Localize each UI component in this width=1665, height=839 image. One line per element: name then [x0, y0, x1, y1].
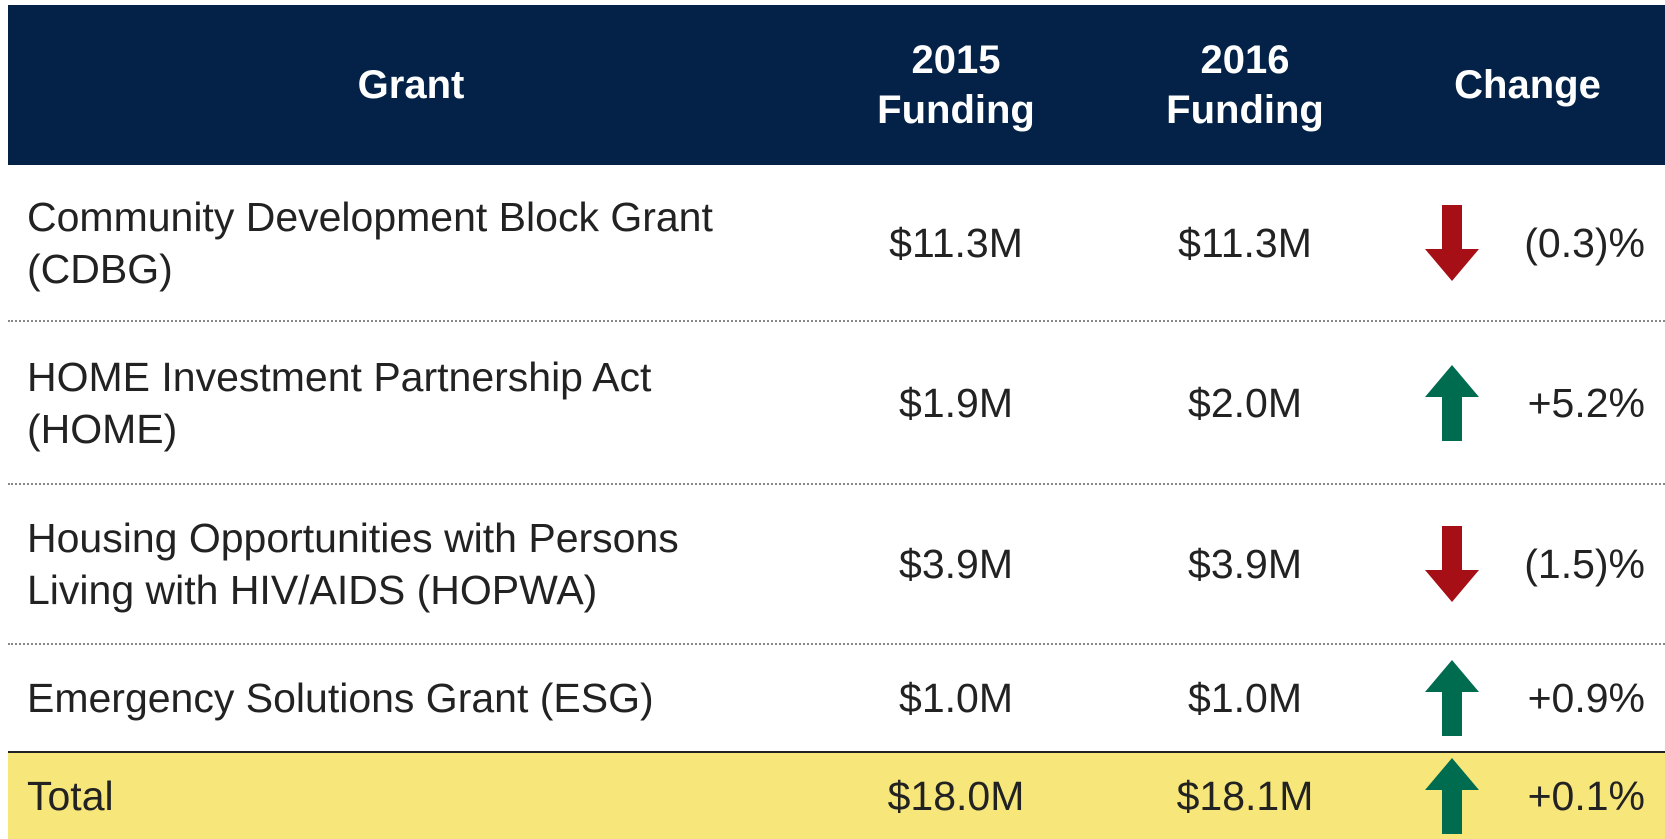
funding-2016: $11.3M — [1178, 219, 1312, 266]
change: (0.3)% — [1524, 219, 1645, 266]
table-row: Housing Opportunities with Persons Livin… — [8, 485, 1665, 645]
grant: Total — [27, 773, 114, 819]
change: +5.2% — [1527, 379, 1645, 426]
up-arrow — [1425, 660, 1479, 736]
funding-2016: $18.1M — [1176, 773, 1314, 819]
header-cell: Change — [1454, 63, 1601, 107]
change: (1.5)% — [1524, 541, 1645, 587]
change: +0.9% — [1527, 675, 1645, 721]
header-cell: 2016 Funding — [1166, 38, 1324, 132]
change: +0.1% — [1527, 773, 1645, 819]
table-row: Emergency Solutions Grant (ESG) $1.0M $1… — [8, 645, 1665, 751]
funding-2016: $1.0M — [1188, 675, 1302, 721]
down-arrow — [1425, 526, 1479, 602]
funding-2015: $3.9M — [899, 541, 1013, 587]
down-arrow — [1425, 204, 1479, 281]
up-arrow — [1425, 758, 1479, 834]
funding-2016: $3.9M — [1188, 541, 1302, 587]
header-bar — [8, 5, 1665, 165]
total-row: Total $18.0M $18.1M +0.1% — [8, 751, 1665, 839]
funding-2015: $11.3M — [889, 219, 1023, 266]
grant: HOME Investment Partnership Act (HOME) — [27, 353, 652, 452]
header-cell: 2015 Funding — [877, 38, 1035, 132]
grant: Housing Opportunities with Persons Livin… — [27, 515, 679, 613]
funding-2016: $2.0M — [1188, 379, 1302, 426]
up-arrow — [1425, 364, 1479, 441]
funding-2015: $1.0M — [899, 675, 1013, 721]
table-row: Community Development Block Grant (CDBG)… — [8, 165, 1665, 322]
header-cell: Grant — [357, 63, 465, 107]
grant: Emergency Solutions Grant (ESG) — [27, 675, 654, 721]
grant: Community Development Block Grant (CDBG) — [27, 193, 713, 292]
table-row: HOME Investment Partnership Act (HOME) $… — [8, 322, 1665, 485]
funding-2015: $18.0M — [887, 773, 1025, 819]
funding-2015: $1.9M — [899, 379, 1013, 426]
